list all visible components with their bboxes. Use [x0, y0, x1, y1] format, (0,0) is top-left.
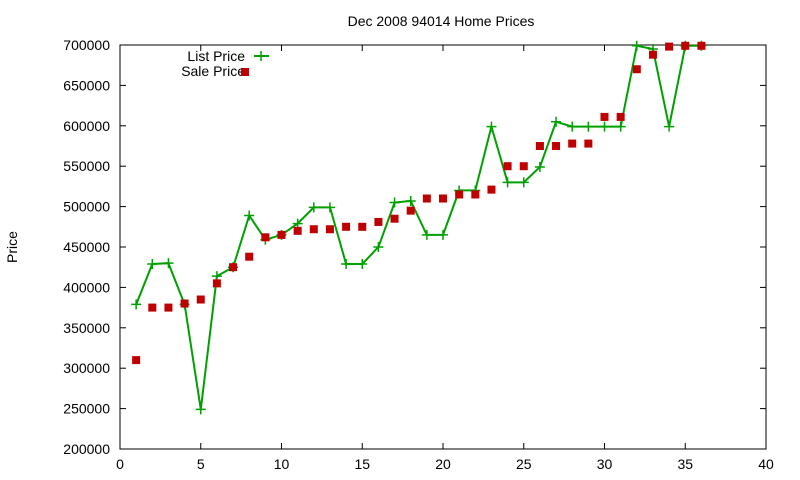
list-price-point	[324, 202, 335, 213]
legend-label-sale-price: Sale Price	[181, 63, 245, 79]
list-price-point	[599, 121, 610, 132]
list-price-point	[615, 121, 626, 132]
sale-price-point	[600, 112, 609, 121]
x-tick-label: 15	[354, 456, 370, 472]
sale-price-point	[277, 230, 286, 239]
sale-price-point	[422, 194, 431, 203]
y-tick-label: 550000	[63, 158, 110, 174]
x-tick-label: 30	[597, 456, 613, 472]
y-tick-label: 200000	[63, 441, 110, 457]
sale-price-point	[164, 303, 173, 312]
y-tick-label: 600000	[63, 118, 110, 134]
sale-price-point	[358, 222, 367, 231]
list-price-point	[438, 229, 448, 240]
list-price-point	[583, 121, 594, 132]
sale-price-point	[180, 299, 189, 308]
y-tick-label: 300000	[63, 360, 110, 376]
x-tick-label: 25	[516, 456, 532, 472]
sale-price-point	[293, 226, 302, 235]
y-axis-label: Price	[4, 231, 20, 263]
list-price-point	[373, 242, 384, 252]
list-price-point	[341, 258, 352, 269]
list-price-point	[664, 121, 675, 132]
list-price-point	[631, 40, 642, 51]
list-price-point	[147, 258, 158, 269]
sale-price-point	[245, 252, 254, 261]
list-price-point	[244, 210, 255, 221]
sale-price-point	[503, 162, 512, 171]
chart-title: Dec 2008 94014 Home Prices	[348, 13, 535, 29]
sale-price-point	[535, 142, 544, 150]
list-price-point	[486, 121, 497, 132]
sale-price-point	[471, 190, 480, 199]
list-price-point	[551, 116, 562, 127]
sale-price-point	[648, 50, 657, 59]
list-price-point	[518, 177, 529, 188]
sale-price-point	[632, 65, 641, 74]
y-tick-label: 500000	[63, 199, 110, 215]
y-tick-label: 650000	[63, 77, 110, 93]
sale-price-point	[132, 356, 141, 365]
list-price-point	[163, 258, 174, 269]
list-price-line	[135, 44, 702, 410]
sale-price-point	[325, 225, 334, 234]
sale-price-point	[681, 41, 690, 50]
sale-price-point	[584, 139, 593, 148]
sale-price-point	[665, 42, 674, 51]
legend-label-list-price: List Price	[187, 48, 245, 64]
sale-price-point	[568, 139, 577, 148]
sale-price-point	[229, 263, 238, 272]
x-tick-label: 10	[274, 456, 290, 472]
list-price-point	[389, 197, 400, 208]
sale-price-point	[439, 194, 447, 203]
list-price-point	[567, 121, 578, 132]
sale-price-point	[552, 142, 561, 150]
list-price-point	[534, 162, 545, 173]
y-tick-label: 450000	[63, 239, 110, 255]
y-tick-label: 250000	[63, 401, 110, 417]
sale-price-point	[487, 185, 496, 194]
sale-price-point	[519, 162, 528, 171]
plot-frame	[119, 44, 767, 450]
x-tick-label: 0	[116, 456, 124, 472]
sale-price-point	[212, 279, 221, 288]
sale-price-point	[309, 225, 318, 234]
sale-price-point	[406, 206, 415, 215]
sale-price-point	[697, 41, 706, 50]
sale-price-point	[455, 190, 464, 199]
sale-price-point	[196, 295, 205, 304]
sale-price-point	[374, 217, 383, 226]
sale-price-point	[342, 222, 351, 231]
x-tick-label: 20	[435, 456, 451, 472]
sale-price-point	[390, 214, 399, 223]
list-price-point	[421, 229, 432, 240]
plot-border	[119, 44, 767, 450]
list-price-point	[131, 299, 142, 310]
list-price-point	[502, 177, 513, 188]
sale-price-point	[616, 112, 625, 121]
y-axis-ticks: 200000 250000 300000 350000 400000 450000 5000…	[63, 37, 766, 457]
list-price-point	[308, 202, 319, 213]
list-price-point	[195, 404, 206, 415]
list-price-point	[405, 195, 416, 206]
y-tick-label: 700000	[63, 37, 110, 53]
x-tick-label: 40	[758, 456, 774, 472]
legend-marker-list-price	[256, 51, 266, 61]
series-layer	[131, 40, 707, 415]
sale-price-point	[148, 303, 157, 312]
y-tick-label: 350000	[63, 320, 110, 336]
x-axis-ticks: 0 5 10 15 20 25 30 35 40	[116, 45, 774, 472]
y-tick-label: 400000	[63, 279, 110, 295]
legend-marker-sale-price	[241, 68, 249, 76]
sale-price-point	[261, 233, 270, 242]
list-price-point	[357, 258, 368, 269]
x-tick-label: 5	[197, 456, 205, 472]
x-tick-label: 35	[677, 456, 693, 472]
